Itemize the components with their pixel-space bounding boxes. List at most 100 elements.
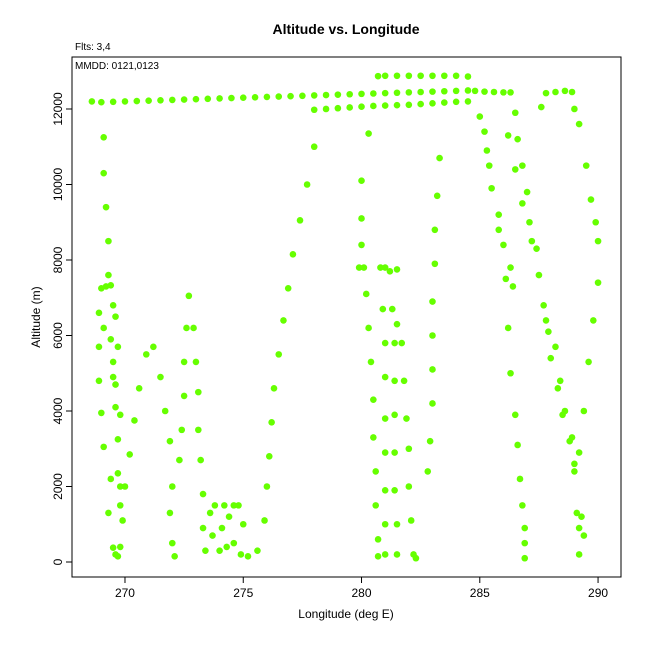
point bbox=[310, 106, 318, 114]
point bbox=[107, 335, 115, 343]
point bbox=[500, 89, 507, 96]
point bbox=[358, 90, 365, 98]
point bbox=[178, 426, 186, 434]
y-tick-label: 0 bbox=[51, 558, 65, 565]
point bbox=[216, 95, 223, 102]
point bbox=[573, 509, 581, 517]
point bbox=[405, 483, 413, 490]
y-tick-label: 2000 bbox=[51, 473, 65, 500]
point bbox=[303, 181, 311, 188]
point bbox=[403, 415, 410, 422]
point bbox=[105, 509, 112, 517]
point bbox=[131, 417, 138, 424]
point bbox=[405, 101, 413, 109]
point bbox=[105, 237, 112, 245]
point bbox=[157, 97, 164, 104]
point bbox=[568, 434, 576, 441]
point bbox=[142, 351, 150, 358]
point bbox=[211, 502, 219, 509]
point bbox=[370, 396, 377, 403]
point bbox=[575, 449, 583, 456]
point bbox=[377, 264, 384, 271]
point bbox=[542, 317, 550, 324]
point bbox=[400, 377, 408, 385]
point bbox=[388, 305, 396, 313]
point bbox=[114, 436, 122, 443]
point bbox=[372, 468, 380, 475]
point bbox=[176, 456, 183, 464]
point bbox=[166, 437, 174, 445]
point bbox=[381, 449, 389, 456]
point bbox=[521, 524, 529, 532]
point bbox=[578, 513, 585, 521]
point bbox=[485, 162, 493, 169]
point bbox=[540, 301, 547, 309]
point bbox=[523, 188, 531, 196]
point bbox=[180, 358, 188, 366]
point bbox=[209, 532, 216, 539]
point bbox=[168, 96, 176, 104]
point bbox=[521, 554, 529, 562]
point bbox=[206, 509, 214, 517]
point bbox=[190, 324, 197, 332]
point bbox=[358, 103, 365, 111]
point bbox=[275, 93, 283, 100]
point bbox=[223, 543, 230, 551]
point bbox=[362, 290, 370, 298]
chart-title: Altitude vs. Longitude bbox=[273, 21, 420, 37]
point bbox=[556, 377, 564, 385]
y-tick-label: 6000 bbox=[51, 322, 65, 349]
point bbox=[95, 377, 103, 385]
point bbox=[346, 104, 353, 111]
point bbox=[185, 292, 193, 300]
point bbox=[109, 358, 117, 366]
point bbox=[464, 73, 472, 80]
point bbox=[500, 241, 507, 249]
point bbox=[391, 486, 398, 494]
point bbox=[334, 91, 342, 98]
point bbox=[580, 407, 588, 415]
point bbox=[199, 490, 207, 498]
point bbox=[391, 449, 398, 456]
point bbox=[270, 385, 278, 392]
point bbox=[112, 381, 119, 388]
point bbox=[393, 101, 401, 109]
point bbox=[554, 385, 562, 392]
point bbox=[88, 98, 96, 105]
point bbox=[519, 162, 526, 169]
point bbox=[114, 343, 122, 351]
point bbox=[568, 88, 576, 96]
point bbox=[204, 95, 212, 103]
point bbox=[580, 532, 588, 539]
point bbox=[374, 553, 382, 560]
point bbox=[407, 517, 415, 524]
point bbox=[533, 245, 540, 252]
point bbox=[552, 88, 559, 96]
point bbox=[571, 460, 578, 468]
point bbox=[239, 520, 247, 528]
point bbox=[230, 502, 238, 509]
point bbox=[441, 87, 448, 95]
point bbox=[381, 102, 389, 109]
point bbox=[112, 551, 119, 558]
point bbox=[431, 260, 439, 268]
point bbox=[429, 366, 436, 373]
x-tick-label: 270 bbox=[115, 586, 135, 600]
point bbox=[424, 468, 432, 475]
point bbox=[393, 89, 401, 97]
point bbox=[587, 196, 595, 203]
point bbox=[405, 89, 413, 96]
point bbox=[116, 483, 124, 490]
point bbox=[519, 200, 526, 207]
point bbox=[299, 92, 306, 100]
point bbox=[109, 301, 117, 309]
x-tick-label: 290 bbox=[588, 586, 608, 600]
point bbox=[495, 211, 503, 218]
x-tick-label: 275 bbox=[233, 586, 253, 600]
point bbox=[526, 218, 533, 226]
point bbox=[100, 443, 107, 451]
point bbox=[575, 524, 583, 532]
point bbox=[521, 539, 529, 547]
point bbox=[171, 553, 178, 560]
